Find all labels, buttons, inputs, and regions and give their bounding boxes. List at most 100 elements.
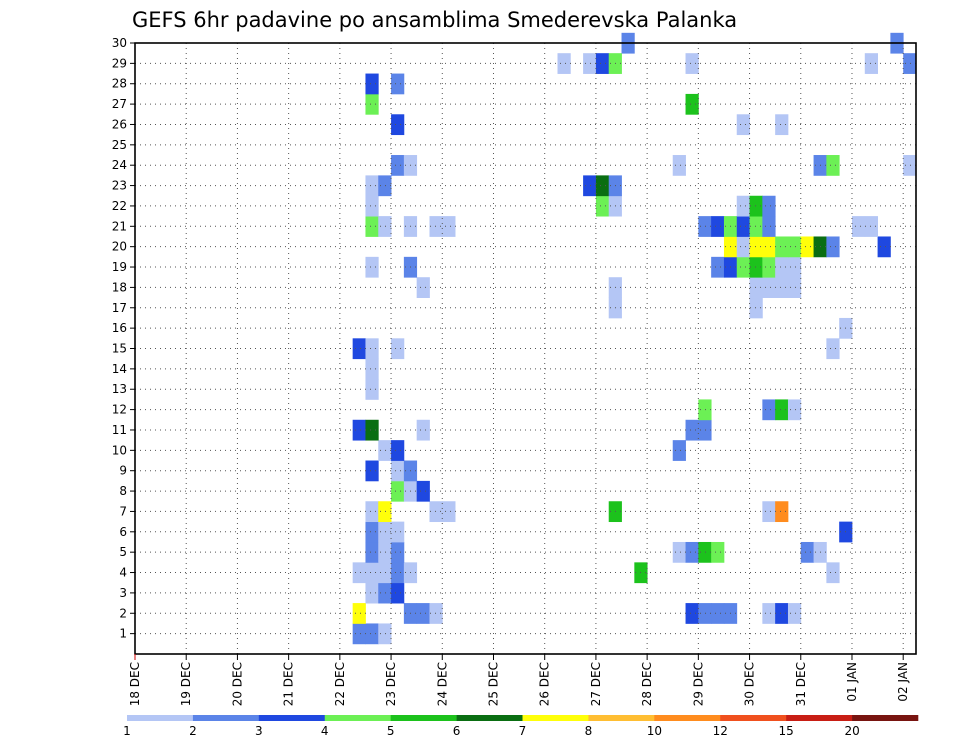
heatmap-cell: [557, 53, 571, 74]
heatmap-cell: [711, 256, 725, 278]
heatmap-cell: [749, 195, 763, 217]
heatmap-cell: [595, 195, 610, 217]
heatmap-cell: [365, 175, 379, 197]
heatmap-cell: [775, 256, 789, 278]
heatmap-cell: [749, 277, 763, 298]
heatmap-cell: [749, 236, 763, 258]
legend-swatch: [192, 715, 260, 721]
legend-swatch: [456, 715, 523, 721]
legend-tick-label: 12: [713, 724, 728, 738]
legend-tick-label: 4: [321, 724, 329, 738]
x-tick-label: 29 DEC: [691, 662, 705, 706]
heatmap-cell: [698, 603, 712, 624]
legend-tick-label: 2: [189, 724, 197, 738]
heatmap-cell: [416, 277, 430, 298]
y-tick-label: 20: [112, 240, 127, 254]
heatmap-cell: [826, 562, 840, 584]
heatmap-cell: [698, 419, 712, 441]
x-tick-label: 31 DEC: [794, 662, 808, 706]
y-tick-label: 24: [112, 158, 127, 172]
y-tick-label: 19: [112, 260, 127, 274]
heatmap-cell: [800, 541, 814, 563]
heatmap-cell: [762, 399, 776, 421]
heatmap-cell: [711, 603, 725, 624]
heatmap-cell: [775, 277, 789, 298]
x-tick-label: 30 DEC: [743, 662, 757, 706]
heatmap-cell: [851, 216, 866, 237]
legend-tick-label: 20: [844, 724, 859, 738]
heatmap-cell: [378, 175, 392, 197]
heatmap-cell: [391, 73, 405, 95]
y-axis-ticks: 1234567891011121314151617181920212223242…: [112, 36, 135, 641]
heatmap-cell: [429, 216, 443, 237]
heatmap-cell: [365, 501, 379, 523]
legend-tick-label: 10: [647, 724, 662, 738]
heatmap-cell: [365, 623, 379, 645]
heatmap-cell: [352, 419, 366, 441]
heatmap-cell: [736, 216, 750, 237]
legend-swatch: [324, 715, 391, 721]
legend-tick-label: 3: [255, 724, 263, 738]
legend-swatch: [588, 715, 655, 721]
heatmap-cell: [685, 53, 699, 74]
heatmap-cell: [787, 236, 802, 258]
heatmap-cell: [416, 603, 430, 624]
heatmap-cell: [762, 603, 776, 624]
y-tick-label: 27: [112, 97, 127, 111]
heatmap-cell: [672, 541, 686, 563]
heatmap-cell: [736, 256, 750, 278]
heatmap-cell: [698, 541, 712, 563]
heatmap-cell: [775, 399, 789, 421]
x-tick-label: 28 DEC: [640, 662, 654, 706]
heatmap-cell: [391, 582, 405, 604]
y-tick-label: 23: [112, 179, 127, 193]
heatmap-cell: [352, 338, 366, 360]
legend-swatch: [654, 715, 721, 721]
heatmap-cell: [736, 195, 750, 217]
y-tick-label: 15: [112, 342, 127, 356]
heatmap-cell: [685, 419, 699, 441]
y-tick-label: 10: [112, 443, 127, 457]
x-axis-ticks: 18 DEC 19 DEC 20 DEC 21 DEC 22 DEC 23 DEC 24 D…: [128, 654, 910, 706]
y-tick-label: 22: [112, 199, 127, 213]
heatmap-cell: [583, 175, 597, 197]
heatmap-cell: [775, 603, 789, 624]
heatmap-cell: [864, 216, 878, 237]
heatmap-cell: [365, 562, 379, 584]
heatmap-cell: [711, 216, 725, 237]
legend-swatch: [786, 715, 853, 721]
y-tick-label: 28: [112, 77, 127, 91]
heatmap-cell: [762, 195, 776, 217]
x-tick-label: 02 JAN: [896, 662, 910, 702]
heatmap-cell: [365, 195, 379, 217]
y-tick-label: 13: [112, 382, 127, 396]
y-tick-label: 6: [119, 525, 127, 539]
heatmap-cell: [787, 277, 802, 298]
x-tick-label: 19 DEC: [179, 662, 193, 706]
heatmap-cell: [826, 338, 840, 360]
heatmap-cell: [685, 93, 699, 115]
heatmap-cell: [762, 277, 776, 298]
heatmap-cell: [429, 603, 443, 624]
heatmap-cell: [749, 256, 763, 278]
heatmap-cells: [352, 32, 917, 645]
heatmap-cell: [365, 338, 379, 360]
heatmap-cell: [416, 480, 430, 502]
heatmap-cell: [685, 541, 699, 563]
heatmap-cell: [595, 175, 610, 197]
legend-swatch: [720, 715, 787, 721]
heatmap-cell: [749, 297, 763, 319]
legend-swatch: [127, 715, 194, 721]
x-tick-label: 27 DEC: [589, 662, 603, 706]
grid-lines: [135, 43, 916, 654]
legend-swatch: [258, 715, 326, 721]
heatmap-cell: [391, 440, 405, 461]
heatmap-cell: [787, 399, 802, 421]
heatmap-cell: [365, 256, 379, 278]
heatmap-cell: [595, 53, 610, 74]
y-tick-label: 12: [112, 403, 127, 417]
heatmap-cell: [903, 155, 917, 176]
y-tick-label: 3: [119, 586, 127, 600]
heatmap-cell: [903, 53, 917, 74]
heatmap-cell: [378, 216, 392, 237]
